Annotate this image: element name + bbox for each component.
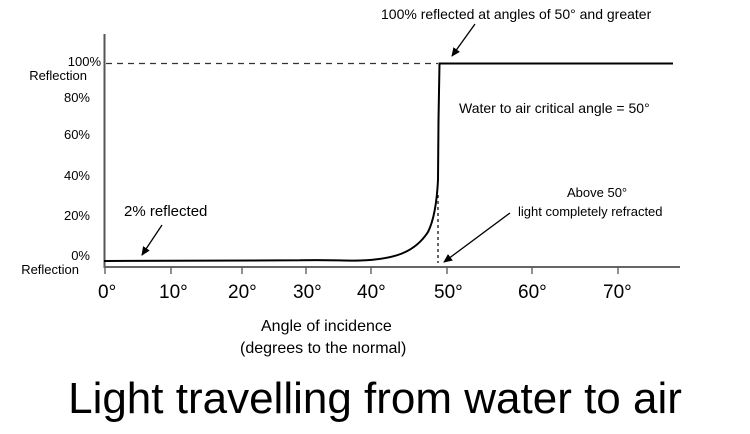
x-tick-20: 20°	[228, 282, 257, 303]
y-axis-title-bottom: Reflection	[21, 262, 79, 277]
annotation-100-percent: 100% reflected at angles of 50° and grea…	[381, 6, 652, 22]
x-tick-50: 50°	[434, 282, 463, 303]
x-ticks	[104, 267, 619, 274]
annotation-above-line2: light completely refracted	[518, 204, 663, 219]
x-tick-30: 30°	[293, 282, 322, 303]
arrow-top	[451, 23, 476, 57]
x-tick-70: 70°	[603, 282, 632, 303]
annotation-2-percent: 2% reflected	[124, 203, 208, 220]
y-tick-20: 20%	[63, 208, 90, 223]
reflection-curve	[103, 62, 673, 262]
y-tick-80: 80%	[63, 90, 90, 105]
x-tick-0: 0°	[98, 282, 117, 303]
arrow-two-percent	[141, 224, 163, 256]
x-axis-title: Angle of incidence	[261, 318, 392, 335]
y-tick-40: 40%	[63, 168, 90, 183]
annotation-above-line1: Above 50°	[567, 185, 628, 200]
x-tick-40: 40°	[357, 282, 386, 303]
arrow-above	[443, 212, 511, 263]
y-tick-100: 100%	[67, 54, 101, 69]
x-axis-subtitle: (degrees to the normal)	[240, 340, 407, 357]
chart-title: Light travelling from water to air	[68, 374, 682, 423]
annotation-critical-angle: Water to air critical angle = 50°	[459, 100, 650, 116]
y-axis-title-top: Reflection	[29, 68, 87, 83]
y-tick-0: 0%	[71, 248, 90, 263]
y-tick-60: 60%	[63, 127, 90, 142]
x-tick-60: 60°	[518, 282, 547, 303]
x-tick-10: 10°	[159, 282, 188, 303]
